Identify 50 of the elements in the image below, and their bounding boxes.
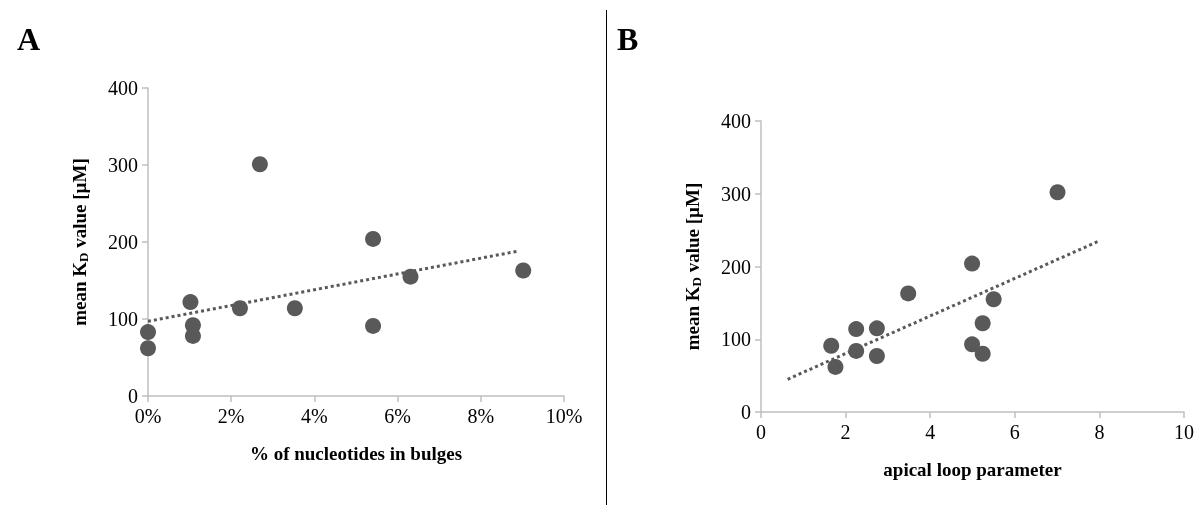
point	[985, 291, 1002, 308]
x-tick-label: 2%	[217, 405, 245, 427]
y-tick-label: 100	[108, 308, 138, 330]
x-tick-label: 4%	[301, 405, 328, 427]
point	[848, 342, 865, 359]
point	[900, 285, 917, 302]
point	[182, 294, 199, 311]
y-axis-title: mean KD value [µM]	[69, 158, 91, 326]
x-tick-label: 0%	[134, 405, 162, 427]
y-tick-label: 100	[721, 328, 751, 351]
y-axis-title: mean KD value [µM]	[682, 182, 704, 351]
y-tick-label: 300	[108, 154, 138, 176]
point	[848, 321, 865, 338]
y-tick-label: 400	[108, 77, 138, 99]
y-tick-label: 300	[721, 182, 751, 205]
point	[402, 268, 419, 285]
point	[286, 300, 303, 317]
point	[365, 317, 382, 334]
point	[964, 336, 981, 353]
point	[365, 230, 382, 247]
point	[231, 300, 248, 317]
point	[868, 347, 885, 364]
x-axis-title: % of nucleotides in bulges	[249, 443, 463, 464]
x-tick-label: 8	[1094, 421, 1105, 443]
x-tick-label: 10	[1174, 421, 1194, 443]
x-tick-label: 10%	[545, 405, 583, 427]
chart-title: A	[17, 21, 41, 57]
y-tick-label: 400	[721, 110, 751, 132]
y-tick-label: 0	[128, 385, 138, 407]
x-tick-label: 4	[925, 421, 936, 443]
point	[827, 358, 844, 375]
point	[868, 320, 885, 337]
x-tick-label: 6	[1009, 421, 1020, 443]
point	[140, 340, 156, 357]
point	[251, 156, 268, 173]
x-tick-label: 6%	[384, 405, 411, 427]
point	[515, 262, 532, 279]
chart-title: B	[617, 21, 639, 57]
point	[964, 255, 981, 272]
point	[974, 345, 991, 362]
point	[974, 315, 991, 332]
x-tick-label: 2	[840, 421, 851, 443]
y-tick-label: 200	[108, 231, 138, 253]
point	[140, 324, 156, 341]
point	[1049, 184, 1066, 201]
point	[823, 337, 840, 354]
x-tick-label: 8%	[467, 405, 495, 427]
y-tick-label: 200	[721, 255, 751, 278]
x-axis-title: apical loop parameter	[883, 459, 1063, 480]
x-tick-label: 0	[756, 421, 766, 443]
